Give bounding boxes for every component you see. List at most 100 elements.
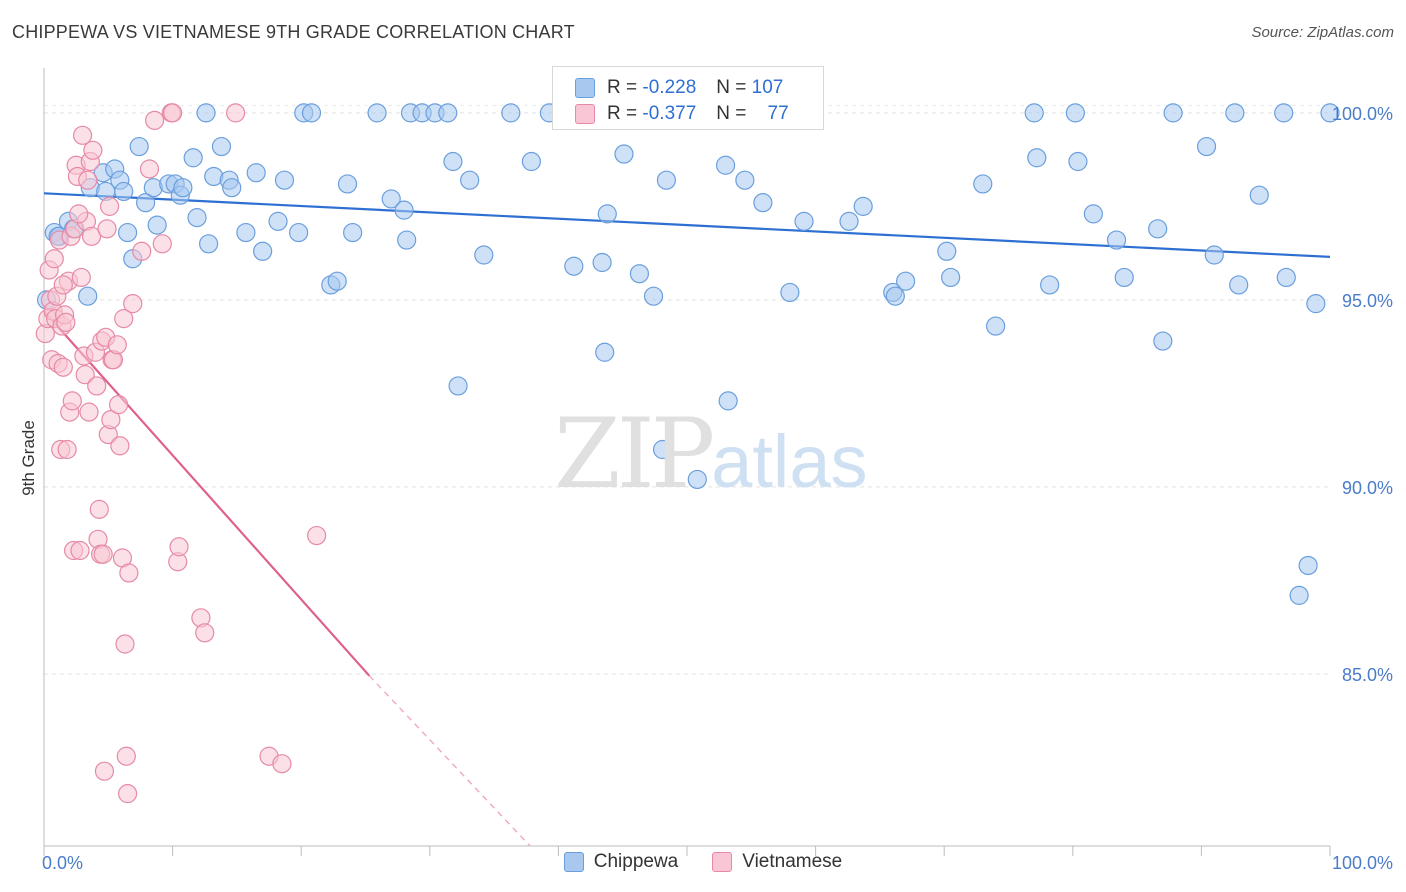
vietnamese-point [78, 170, 98, 190]
vietnamese-point [144, 110, 165, 130]
chippewa-point [117, 222, 138, 243]
data-points [35, 103, 1340, 804]
chippewa-point [460, 170, 480, 190]
stats-swatch-chippewa [575, 78, 595, 98]
vietnamese-point [123, 294, 143, 314]
vietnamese-point [75, 365, 95, 385]
chippewa-point [196, 103, 216, 123]
chippewa-point [236, 222, 256, 243]
chippewa-point [592, 252, 612, 273]
chippewa-point [1274, 103, 1294, 123]
chippewa-point [1027, 148, 1047, 168]
chippewa-point [147, 215, 167, 235]
chippewa-point [1083, 204, 1103, 224]
vietnamese-point [53, 357, 73, 377]
chart-title: CHIPPEWA VS VIETNAMESE 9TH GRADE CORRELA… [12, 22, 575, 42]
chippewa-point [187, 208, 207, 228]
chippewa-point [253, 241, 273, 261]
chippewa-point [129, 136, 149, 157]
vietnamese-point [62, 391, 82, 411]
watermark-atlas: atlas [711, 420, 868, 503]
vietnamese-point [99, 196, 120, 216]
chippewa-point [1068, 151, 1088, 172]
chippewa-point [367, 103, 387, 123]
vietnamese-point [89, 499, 109, 519]
vietnamese-point [81, 226, 102, 246]
vietnamese-point [87, 376, 107, 396]
chippewa-point [1040, 275, 1060, 295]
chippewa-point [1065, 103, 1085, 123]
source-label: Source: ZipAtlas.com [1251, 24, 1394, 41]
chippewa-point [199, 234, 219, 254]
legend-label-chippewa: Chippewa [593, 851, 679, 872]
vietnamese-point [132, 241, 152, 261]
chippewa-point [394, 200, 414, 220]
chippewa-point [885, 286, 905, 306]
chippewa-point [448, 376, 468, 396]
vietnamese-point [97, 219, 117, 239]
watermark-zip: ZIP [554, 398, 715, 510]
chippewa-point [397, 230, 417, 250]
vietnamese-point [226, 103, 246, 123]
watermark: ZIPatlas [554, 398, 868, 510]
trend-lines [43, 192, 1331, 847]
vietnamese-point [110, 436, 130, 456]
x-tick-label: 100.0% [1332, 853, 1393, 873]
y-tick-label: 90.0% [1342, 478, 1393, 498]
chippewa-point [1024, 103, 1044, 123]
chippewa-point [1163, 103, 1183, 123]
stats-box: R = -0.228 N = 107 R = -0.377 N = 77 [552, 66, 824, 130]
stats-row-chippewa: R = -0.228 N = 107 [575, 73, 783, 103]
vietnamese-point [69, 204, 89, 224]
chippewa-point [289, 222, 309, 243]
chippewa-point [1249, 185, 1269, 205]
vietnamese-point [116, 746, 136, 766]
legend-swatch-vietnamese [712, 852, 733, 872]
vietnamese-point [44, 249, 64, 269]
vietnamese-point [53, 275, 73, 295]
vietnamese-point [108, 395, 129, 415]
chippewa-point [381, 189, 401, 209]
chippewa-point [986, 316, 1006, 336]
legend-swatch-chippewa [563, 852, 584, 872]
stats-n-label: N = [716, 77, 747, 98]
chippewa-point [1204, 245, 1224, 265]
vietnamese-trend-extension [368, 675, 531, 847]
chippewa-point [1320, 103, 1340, 123]
stats-r-value: -0.228 [642, 77, 697, 98]
chippewa-point [1148, 219, 1168, 239]
chippewa-point [715, 155, 736, 175]
chippewa-point [222, 178, 242, 198]
vietnamese-point [107, 335, 127, 355]
chippewa-point [1225, 103, 1245, 123]
chippewa-point [78, 286, 98, 306]
vietnamese-point [152, 234, 172, 254]
vietnamese-point [169, 537, 189, 557]
vietnamese-point [94, 761, 115, 781]
legend-item-vietnamese[interactable]: Vietnamese [712, 851, 842, 873]
chippewa-point [597, 204, 617, 224]
chippewa-point [735, 170, 755, 190]
chippewa-point [564, 256, 584, 276]
vietnamese-point [71, 267, 91, 288]
chippewa-point [438, 103, 458, 123]
stats-n-value: 77 [767, 103, 789, 124]
chippewa-point [301, 103, 322, 123]
chippewa-point [937, 241, 957, 261]
legend-label-vietnamese: Vietnamese [742, 851, 843, 872]
chippewa-point [595, 342, 615, 362]
y-tick-label: 85.0% [1342, 665, 1393, 685]
chippewa-trend-line [43, 192, 1331, 258]
legend-item-chippewa[interactable]: Chippewa [563, 851, 679, 873]
vietnamese-point [163, 103, 183, 123]
chippewa-point [614, 144, 634, 164]
chippewa-point [652, 439, 673, 460]
chippewa-point [656, 170, 677, 190]
vietnamese-point [119, 563, 139, 583]
chippewa-point [1196, 136, 1217, 157]
chippewa-point [973, 174, 993, 194]
chippewa-point [1153, 331, 1173, 351]
vietnamese-point [117, 784, 138, 804]
chippewa-point [327, 271, 347, 291]
